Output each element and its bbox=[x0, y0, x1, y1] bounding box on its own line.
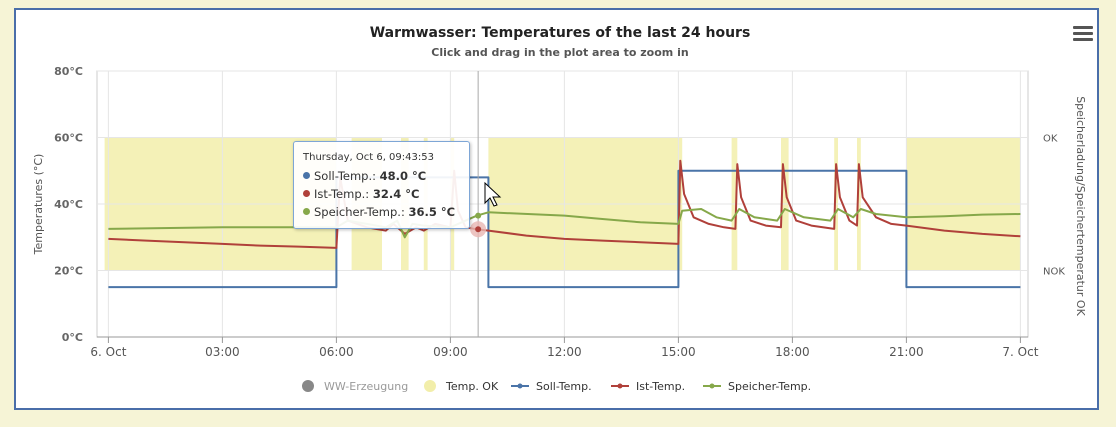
x-tick-label: 6. Oct bbox=[90, 345, 126, 359]
legend-item: Temp. OK bbox=[445, 380, 499, 393]
tooltip-row-speicher: Speicher-Temp.: 36.5 °C bbox=[303, 205, 455, 219]
hover-point-ist bbox=[475, 226, 482, 233]
tooltip-ist-value: 32.4 °C bbox=[372, 187, 420, 201]
legend-item: WW-Erzeugung bbox=[324, 380, 408, 393]
chart-title: Warmwasser: Temperatures of the last 24 … bbox=[370, 25, 751, 41]
x-tick-label: 7. Oct bbox=[1002, 345, 1038, 359]
tooltip-row-soll: Soll-Temp.: 48.0 °C bbox=[303, 169, 426, 183]
tooltip-ist-dot bbox=[303, 190, 310, 197]
mouse-cursor-icon bbox=[484, 181, 502, 207]
x-tick-label: 09:00 bbox=[433, 345, 468, 359]
legend-symbol-dot bbox=[517, 383, 523, 389]
legend-item: Speicher-Temp. bbox=[728, 380, 811, 393]
x-tick-label: 18:00 bbox=[775, 345, 810, 359]
y-tick-label: 40°C bbox=[54, 198, 83, 211]
y2-axis-title: Speicherladung/Speichertemperatur OK bbox=[1074, 96, 1087, 316]
tooltip-soll-label: Soll-Temp.: bbox=[314, 169, 376, 183]
tooltip-speicher-value: 36.5 °C bbox=[408, 205, 456, 219]
legend-symbol-dot bbox=[709, 383, 715, 389]
legend-symbol[interactable] bbox=[424, 380, 436, 392]
chart-tooltip: Thursday, Oct 6, 09:43:53 Soll-Temp.: 48… bbox=[293, 141, 470, 229]
legend-symbol-dot bbox=[617, 383, 623, 389]
y-tick-label: 0°C bbox=[62, 331, 83, 344]
tooltip-row-ist: Ist-Temp.: 32.4 °C bbox=[303, 187, 419, 201]
hover-point-speicher bbox=[475, 212, 482, 219]
chart-menu-icon[interactable] bbox=[1073, 26, 1093, 42]
x-tick-label: 12:00 bbox=[547, 345, 582, 359]
y2-tick-label: NOK bbox=[1043, 267, 1065, 278]
legend-item: Ist-Temp. bbox=[636, 380, 685, 393]
y-tick-label: 20°C bbox=[54, 265, 83, 278]
x-tick-label: 21:00 bbox=[889, 345, 924, 359]
chart-subtitle: Click and drag in the plot area to zoom … bbox=[431, 46, 688, 59]
x-tick-label: 15:00 bbox=[661, 345, 696, 359]
x-tick-label: 06:00 bbox=[319, 345, 354, 359]
tooltip-soll-value: 48.0 °C bbox=[379, 169, 427, 183]
y-axis-title: Temperatures (°C) bbox=[32, 154, 45, 256]
tooltip-title: Thursday, Oct 6, 09:43:53 bbox=[303, 152, 434, 163]
legend-symbol[interactable] bbox=[302, 380, 314, 392]
x-tick-label: 03:00 bbox=[205, 345, 240, 359]
y-tick-label: 80°C bbox=[54, 65, 83, 78]
tooltip-ist-label: Ist-Temp.: bbox=[314, 187, 370, 201]
legend-item: Soll-Temp. bbox=[536, 380, 592, 393]
y-tick-label: 60°C bbox=[54, 132, 83, 145]
tooltip-speicher-dot bbox=[303, 208, 310, 215]
tooltip-speicher-label: Speicher-Temp.: bbox=[314, 205, 405, 219]
y2-tick-label: OK bbox=[1043, 134, 1058, 145]
tooltip-soll-dot bbox=[303, 172, 310, 179]
